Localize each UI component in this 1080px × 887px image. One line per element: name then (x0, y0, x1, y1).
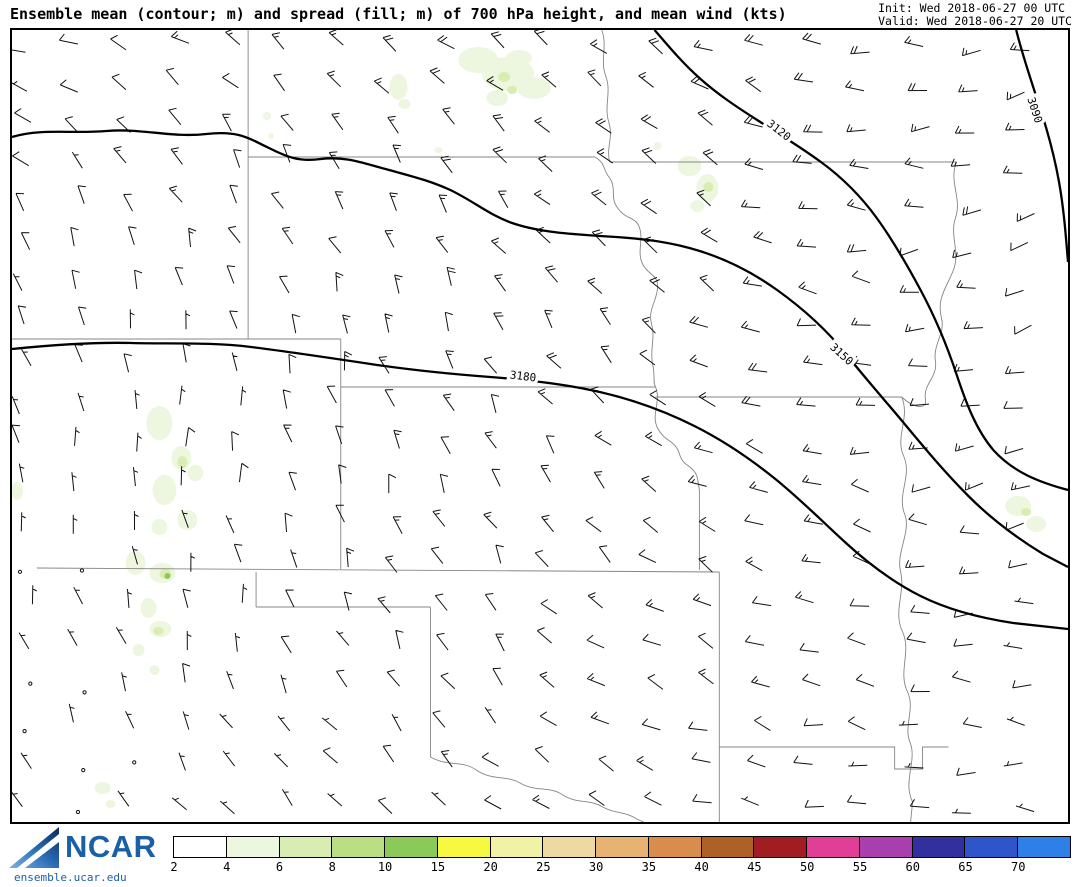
colorbar-cell: 30 (589, 837, 648, 874)
colorbar-cell: 4 (223, 837, 279, 874)
title-bar: Ensemble mean (contour; m) and spread (f… (0, 0, 1080, 28)
colorbar-tick-label: 45 (747, 860, 762, 874)
map-area: 3090 3090 3120 3120 3150 3150 3180 3180 (10, 28, 1070, 824)
colorbar-tick-label: 70 (1011, 860, 1026, 874)
colorbar-tick-label: 65 (958, 860, 973, 874)
site-url: ensemble.ucar.edu (14, 871, 127, 884)
spread-fill-layer (12, 47, 1047, 808)
colorbar-cell: 6 (276, 837, 332, 874)
valid-time: Valid: Wed 2018-06-27 20 UTC (878, 13, 1072, 28)
colorbar-cell: 70 (1011, 837, 1071, 874)
colorbar-tick-label: 40 (694, 860, 709, 874)
colorbar-tick-label: 55 (852, 860, 868, 874)
colorbar-cell: 10 (378, 837, 437, 874)
colorbar-tick-label: 25 (536, 860, 551, 874)
colorbar-tick-label: 20 (483, 860, 498, 874)
colorbar-cell: 8 (329, 837, 385, 874)
colorbar-tick-label: 4 (223, 860, 231, 874)
colorbar-cell: 40 (694, 837, 754, 874)
colorbar-cells: 2 4 6 8 10 15 20 25 30 35 40 45 50 55 60 65 70 (170, 836, 1071, 874)
colorbar-tick-label: 15 (430, 860, 446, 874)
page-title: Ensemble mean (contour; m) and spread (f… (10, 5, 787, 23)
colorbar-tick-label: 6 (275, 860, 284, 874)
colorbar-tick-label: 8 (328, 860, 336, 874)
colorbar-cell: 50 (800, 837, 859, 874)
colorbar-cell: 55 (853, 837, 912, 874)
svg-text:3090: 3090 (1024, 96, 1044, 125)
colorbar-cell: 65 (958, 837, 1018, 874)
contours-layer (12, 30, 1068, 631)
colorbar-cell: 35 (642, 837, 701, 874)
colorbar-tick-label: 60 (905, 860, 920, 874)
colorbar-cell: 25 (536, 837, 596, 874)
init-time: Init: Wed 2018-06-27 00 UTC (878, 1, 1066, 15)
spread-colorbar: 2 4 6 8 10 15 20 25 30 35 40 45 50 55 60 65 70 (170, 836, 1071, 874)
colorbar-tick-label: 30 (588, 860, 604, 874)
svg-text:3180: 3180 (509, 368, 537, 384)
colorbar-tick-label: 35 (641, 860, 657, 874)
wind-barbs-layer (12, 30, 1035, 815)
footer-bar: NCAR ensemble.ucar.edu 2 4 6 8 10 15 20 25 30 35 4… (0, 824, 1080, 885)
ncar-wordmark: NCAR (65, 829, 157, 864)
colorbar-cell: 20 (483, 837, 543, 874)
run-times: Init: Wed 2018-06-27 00 UTC Valid: Wed 2… (878, 2, 1072, 27)
colorbar-tick-label: 2 (170, 860, 178, 874)
state-borders-layer (12, 30, 958, 822)
colorbar-cell: 2 (170, 837, 226, 874)
ncar-logo-icon (9, 827, 59, 868)
brand-block: NCAR (8, 825, 157, 869)
colorbar-cell: 60 (905, 837, 965, 874)
colorbar-cell: 15 (431, 837, 490, 874)
colorbar-tick-label: 10 (377, 860, 393, 874)
svg-text:3150: 3150 (827, 341, 855, 368)
colorbar-cell: 45 (747, 837, 807, 874)
colorbar-tick-label: 50 (799, 860, 815, 874)
